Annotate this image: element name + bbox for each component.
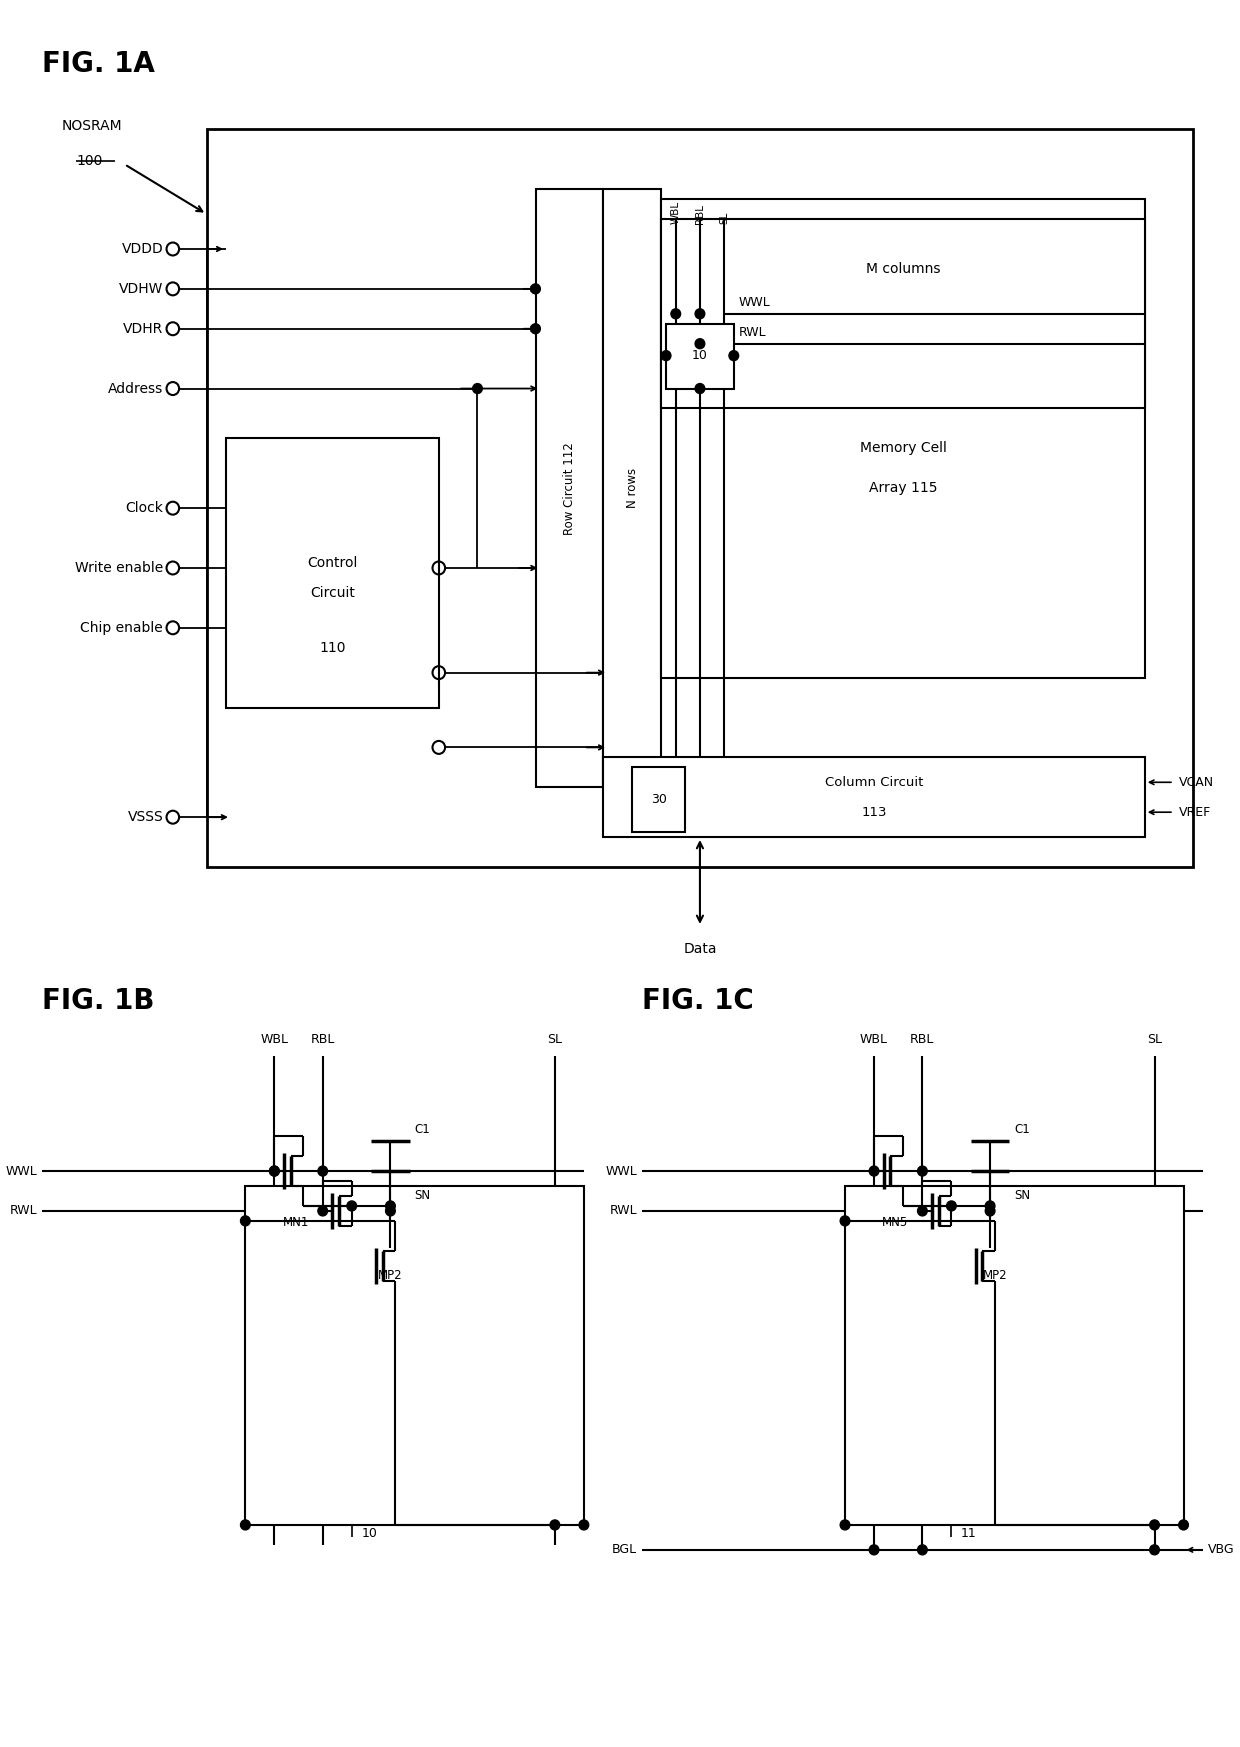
Text: Address: Address: [108, 381, 164, 395]
Circle shape: [1149, 1520, 1159, 1530]
Text: WBL: WBL: [260, 1034, 289, 1046]
Text: 30: 30: [651, 793, 667, 805]
Text: 11: 11: [961, 1527, 977, 1539]
Circle shape: [696, 309, 704, 318]
Circle shape: [579, 1520, 589, 1530]
Circle shape: [661, 351, 671, 360]
Circle shape: [696, 384, 704, 393]
Text: RWL: RWL: [609, 1204, 637, 1218]
Circle shape: [241, 1520, 250, 1530]
Text: Chip enable: Chip enable: [81, 620, 164, 634]
Circle shape: [671, 309, 681, 318]
Text: N rows: N rows: [626, 468, 639, 508]
Circle shape: [986, 1200, 994, 1211]
Text: SL: SL: [547, 1034, 563, 1046]
Circle shape: [531, 283, 541, 293]
Text: FIG. 1C: FIG. 1C: [642, 987, 754, 1015]
Text: RBL: RBL: [694, 204, 704, 224]
Bar: [844, 1186, 1183, 1525]
Text: MP2: MP2: [982, 1270, 1007, 1282]
Bar: [603, 189, 661, 788]
Circle shape: [472, 384, 482, 393]
Circle shape: [317, 1205, 327, 1216]
Circle shape: [869, 1165, 879, 1176]
Text: MP2: MP2: [378, 1270, 403, 1282]
Text: WWL: WWL: [739, 295, 770, 309]
Text: RBL: RBL: [910, 1034, 935, 1046]
Text: VCAN: VCAN: [1179, 776, 1214, 790]
Text: WBL: WBL: [671, 201, 681, 224]
Text: Memory Cell: Memory Cell: [859, 442, 946, 456]
Text: 110: 110: [319, 641, 346, 655]
Circle shape: [841, 1216, 849, 1226]
Circle shape: [696, 339, 704, 349]
Text: SL: SL: [719, 211, 729, 224]
Text: WWL: WWL: [605, 1165, 637, 1177]
Text: RBL: RBL: [310, 1034, 335, 1046]
Text: NOSRAM: NOSRAM: [62, 119, 123, 133]
Text: Write enable: Write enable: [74, 561, 164, 575]
Text: VSSS: VSSS: [128, 811, 164, 825]
Circle shape: [347, 1200, 357, 1211]
Text: M columns: M columns: [866, 262, 940, 276]
Text: WBL: WBL: [861, 1034, 888, 1046]
Text: SN: SN: [414, 1190, 430, 1202]
Text: C1: C1: [1014, 1123, 1030, 1136]
Circle shape: [918, 1165, 928, 1176]
Circle shape: [918, 1544, 928, 1555]
Circle shape: [269, 1165, 279, 1176]
Circle shape: [531, 323, 541, 334]
Text: VDDD: VDDD: [122, 243, 164, 257]
Circle shape: [986, 1205, 994, 1216]
Bar: [226, 438, 439, 708]
Text: BGL: BGL: [613, 1543, 637, 1557]
Text: VDHR: VDHR: [123, 321, 164, 335]
Bar: [661, 218, 1145, 409]
Text: 113: 113: [862, 805, 887, 819]
Circle shape: [729, 351, 739, 360]
Text: Array 115: Array 115: [869, 480, 937, 494]
Text: RWL: RWL: [739, 325, 766, 339]
Circle shape: [386, 1205, 396, 1216]
Text: MN1: MN1: [283, 1216, 309, 1228]
Text: WWL: WWL: [6, 1165, 37, 1177]
Bar: [661, 199, 1145, 678]
Text: FIG. 1A: FIG. 1A: [42, 49, 155, 77]
Circle shape: [918, 1205, 928, 1216]
Text: FIG. 1B: FIG. 1B: [42, 987, 155, 1015]
Text: C1: C1: [414, 1123, 430, 1136]
Circle shape: [946, 1200, 956, 1211]
Circle shape: [241, 1216, 250, 1226]
Text: RWL: RWL: [10, 1204, 37, 1218]
Bar: [666, 323, 734, 388]
Bar: [536, 189, 603, 788]
Circle shape: [841, 1520, 849, 1530]
Circle shape: [269, 1165, 279, 1176]
Bar: [632, 767, 686, 832]
Circle shape: [551, 1520, 559, 1530]
Circle shape: [317, 1165, 327, 1176]
Circle shape: [1179, 1520, 1188, 1530]
Text: Data: Data: [683, 942, 717, 956]
Text: Clock: Clock: [125, 501, 164, 515]
Bar: [207, 129, 1193, 867]
Text: Row Circuit 112: Row Circuit 112: [563, 442, 575, 535]
Text: MN5: MN5: [882, 1216, 909, 1228]
Text: Control: Control: [308, 556, 357, 570]
Circle shape: [1149, 1544, 1159, 1555]
Text: Circuit: Circuit: [310, 585, 355, 599]
Bar: [246, 1186, 584, 1525]
Bar: [603, 758, 1145, 837]
Text: VDHW: VDHW: [119, 281, 164, 295]
Text: VREF: VREF: [1179, 805, 1211, 819]
Text: 10: 10: [692, 349, 708, 362]
Text: 100: 100: [76, 154, 103, 168]
Text: SN: SN: [1014, 1190, 1030, 1202]
Text: Column Circuit: Column Circuit: [825, 776, 924, 790]
Text: 10: 10: [361, 1527, 377, 1539]
Circle shape: [869, 1544, 879, 1555]
Circle shape: [386, 1200, 396, 1211]
Text: SL: SL: [1147, 1034, 1162, 1046]
Text: VBG: VBG: [1208, 1543, 1234, 1557]
